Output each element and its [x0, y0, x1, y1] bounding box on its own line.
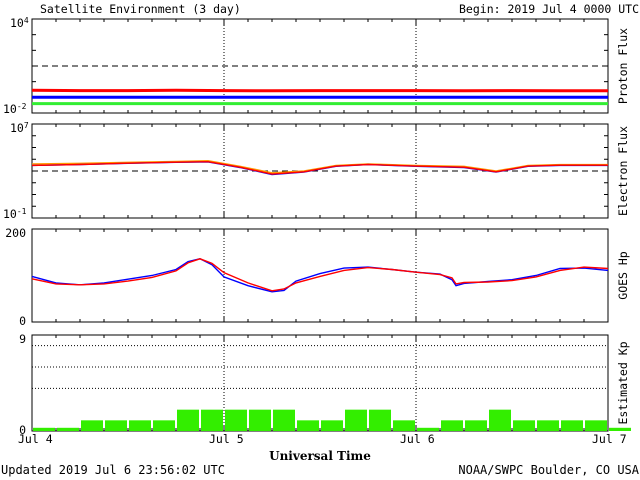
hp-series-blue: [31, 258, 609, 293]
kp-bar: [465, 420, 487, 431]
kp-bar: [81, 420, 103, 431]
kp-bar: [609, 427, 631, 431]
kp-y-tick-label-bottom: 0: [19, 423, 26, 437]
proton-plot-frame: [31, 18, 609, 114]
kp-bar: [345, 409, 367, 431]
kp-bar: [489, 409, 511, 431]
x-tick-label-jul7: Jul 7: [592, 432, 627, 446]
kp-bar: [273, 409, 295, 431]
hp-plot-frame: [31, 228, 609, 323]
kp-y-tick-label-top: 9: [19, 332, 26, 346]
proton-y-tick-label-bottom: 10-2: [3, 102, 27, 116]
data-source: NOAA/SWPC Boulder, CO USA: [458, 463, 639, 477]
x-tick-label-jul5: Jul 5: [209, 432, 244, 446]
panel-kp: 9 0 Estimated Kp: [19, 332, 631, 437]
electron-y-tick-bottom-base: 10: [3, 207, 17, 221]
kp-bar: [33, 427, 55, 431]
kp-bar: [297, 420, 319, 431]
kp-y-axis-label: Estimated Kp: [616, 341, 630, 424]
proton-y-tick-bottom-exp: -2: [17, 102, 27, 111]
hp-y-axis-label: GOES Hp: [616, 251, 630, 300]
kp-bar: [441, 420, 463, 431]
kp-bar: [321, 420, 343, 431]
proton-y-tick-top-exp: 4: [24, 16, 29, 25]
kp-bar: [153, 420, 175, 431]
kp-bar: [129, 420, 151, 431]
electron-series-orange: [31, 159, 608, 174]
kp-bar: [393, 420, 415, 431]
electron-y-tick-top-exp: 7: [24, 121, 29, 130]
proton-y-axis-label: Proton Flux: [616, 28, 630, 104]
hp-series-red: [31, 258, 609, 292]
hp-y-tick-label-top: 200: [5, 226, 26, 240]
proton-series-red: [31, 88, 608, 93]
electron-series-red: [31, 160, 608, 175]
kp-bar: [249, 409, 271, 431]
kp-bar: [561, 420, 583, 431]
kp-bar: [225, 409, 247, 431]
kp-bar: [201, 409, 223, 431]
electron-y-tick-top-base: 10: [10, 121, 24, 135]
electron-y-axis-label: Electron Flux: [616, 126, 630, 216]
panel-hp: 200 0 GOES Hp: [5, 226, 630, 328]
kp-bar: [105, 420, 127, 431]
kp-bar: [417, 427, 439, 431]
kp-bar: [177, 409, 199, 431]
kp-bar: [537, 420, 559, 431]
proton-y-tick-bottom-base: 10: [3, 102, 17, 116]
kp-bar: [513, 420, 535, 431]
x-tick-label-jul4: Jul 4: [18, 432, 53, 446]
hp-y-tick-label-bottom: 0: [19, 314, 26, 328]
x-axis-title: Universal Time: [269, 449, 371, 463]
electron-y-tick-label-top: 107: [10, 121, 29, 135]
proton-y-tick-top-base: 10: [10, 16, 24, 30]
proton-y-tick-label-top: 104: [10, 16, 29, 30]
chart-title: Satellite Environment (3 day): [40, 2, 241, 16]
kp-plot-frame: [31, 334, 609, 432]
kp-bar: [369, 409, 391, 431]
kp-bar: [57, 427, 79, 431]
electron-y-tick-label-bottom: 10-1: [3, 207, 27, 221]
kp-bar: [585, 420, 607, 431]
electron-y-tick-bottom-exp: -1: [17, 207, 27, 216]
electron-plot-frame: [31, 123, 609, 219]
x-tick-label-jul6: Jul 6: [400, 432, 435, 446]
begin-time: Begin: 2019 Jul 4 0000 UTC: [459, 2, 639, 16]
updated-timestamp: Updated 2019 Jul 6 23:56:02 UTC: [1, 463, 225, 477]
